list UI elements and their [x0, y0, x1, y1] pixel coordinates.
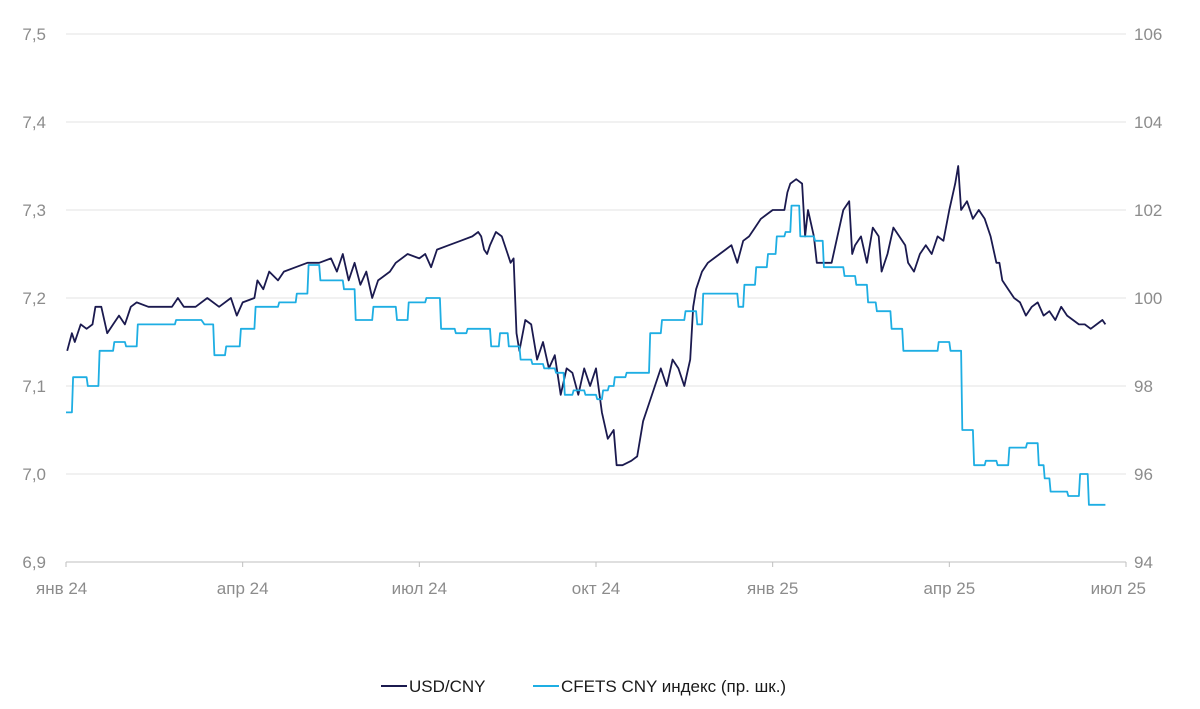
- x-tick-label: апр 25: [923, 579, 975, 598]
- y2-tick-label: 106: [1134, 25, 1162, 44]
- x-tick-label: янв 25: [747, 579, 798, 598]
- x-tick-label: янв 24: [36, 579, 87, 598]
- series-line: [66, 204, 1106, 506]
- series-line: [66, 165, 1107, 467]
- y2-tick-label: 94: [1134, 553, 1153, 572]
- y2-tick-label: 98: [1134, 377, 1153, 396]
- y-tick-label: 7,3: [22, 201, 46, 220]
- y-tick-label: 6,9: [22, 553, 46, 572]
- y-tick-label: 7,1: [22, 377, 46, 396]
- y-tick-label: 7,2: [22, 289, 46, 308]
- y-tick-label: 7,5: [22, 25, 46, 44]
- x-tick-label: июл 24: [392, 579, 447, 598]
- x-tick-label: апр 24: [217, 579, 269, 598]
- y2-tick-label: 100: [1134, 289, 1162, 308]
- legend-label: USD/CNY: [409, 677, 486, 696]
- y2-tick-label: 96: [1134, 465, 1153, 484]
- y-tick-label: 7,4: [22, 113, 46, 132]
- y2-tick-label: 104: [1134, 113, 1162, 132]
- legend-label: CFETS CNY индекс (пр. шк.): [561, 677, 786, 696]
- x-tick-label: июл 25: [1091, 579, 1146, 598]
- y-tick-label: 7,0: [22, 465, 46, 484]
- y2-tick-label: 102: [1134, 201, 1162, 220]
- x-tick-label: окт 24: [572, 579, 621, 598]
